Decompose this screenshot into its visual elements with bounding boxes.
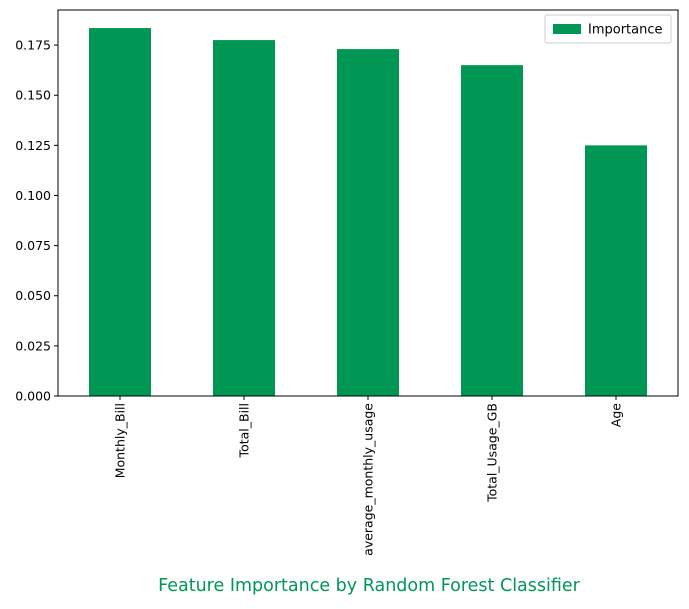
bar-monthly-bill	[89, 28, 151, 396]
bars	[89, 28, 647, 397]
x-tick-label: average_monthly_usage	[361, 403, 376, 556]
legend-box	[544, 14, 672, 44]
y-tick-label: 0.125	[15, 138, 51, 153]
x-tick-label: Monthly_Bill	[113, 403, 128, 478]
bar-total-bill	[213, 40, 275, 397]
y-tick-label: 0.000	[15, 389, 51, 404]
chart-title: Feature Importance by Random Forest Clas…	[158, 576, 580, 596]
y-tick-label: 0.075	[15, 238, 51, 253]
x-tick-label: Total_Bill	[237, 403, 252, 458]
x-tick-label: Total_Usage_GB	[485, 403, 500, 503]
y-tick-label: 0.175	[15, 38, 51, 53]
y-tick-label: 0.050	[15, 288, 51, 303]
bar-total-usage-gb	[461, 65, 523, 397]
x-axis-ticks: Monthly_Bill Total_Bill average_monthly_us…	[113, 396, 624, 556]
y-tick-label: 0.025	[15, 338, 51, 353]
legend-label-importance: Importance	[588, 23, 663, 38]
y-tick-label: 0.100	[15, 188, 51, 203]
legend-swatch-importance	[553, 24, 581, 34]
bar-age	[585, 145, 647, 396]
x-tick-label: Age	[609, 403, 624, 427]
legend: Importance	[544, 14, 672, 44]
bar-average-monthly-usage	[337, 49, 399, 397]
y-tick-label: 0.150	[15, 88, 51, 103]
y-axis-ticks: 0.000 0.025 0.050 0.075 0.100 0.125 0.150 0.175	[15, 38, 58, 404]
plot-frame	[57, 9, 679, 397]
